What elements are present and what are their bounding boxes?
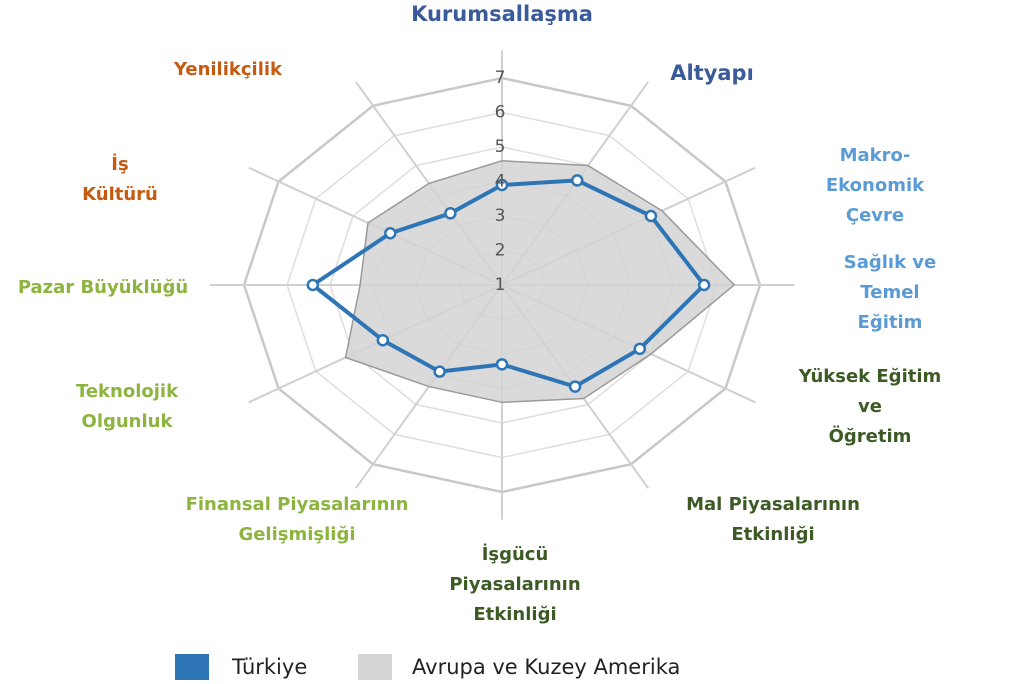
- r-tick-label: 5: [495, 137, 506, 157]
- axis-label: Teknolojik Olgunluk: [75, 381, 179, 432]
- marker: [433, 365, 446, 378]
- marker: [444, 207, 457, 220]
- marker: [633, 342, 647, 356]
- area: [344, 160, 736, 404]
- r-tick-label: 6: [495, 103, 506, 123]
- legend-label: Avrupa ve Kuzey Amerika: [412, 655, 681, 679]
- marker: [571, 174, 584, 187]
- axis-label: Altyapı: [670, 61, 754, 85]
- marker: [384, 227, 397, 240]
- marker: [306, 278, 320, 292]
- axis-label: Makro-Ekonomik Çevre: [825, 145, 925, 226]
- r-tick-label: 7: [495, 68, 506, 88]
- marker: [568, 380, 582, 393]
- legend-swatch: [358, 654, 392, 680]
- axis-label: İşgücü Piyasalarının Etkinliği: [449, 544, 581, 625]
- axis-label: Finansal Piyasalarının Gelişmişliği: [185, 494, 409, 545]
- legend-swatch: [175, 654, 209, 680]
- r-tick-label: 2: [495, 241, 506, 261]
- r-tick-label: 1: [495, 275, 506, 295]
- axis-label: Pazar Büyüklüğü: [17, 277, 189, 298]
- r-tick-label: 4: [495, 172, 506, 192]
- axis-label: Yüksek Eğitim ve Öğretim: [798, 366, 942, 447]
- marker: [495, 358, 509, 371]
- marker: [644, 209, 658, 223]
- axis-label: Sağlık ve Temel Eğitim: [843, 252, 937, 333]
- axis-label: İş Kültürü: [82, 154, 158, 205]
- axis-label: Kurumsallaşma: [411, 2, 593, 26]
- marker: [495, 178, 509, 192]
- legend-label: Türkiye: [232, 655, 308, 679]
- axis-label: Mal Piyasalarının Etkinliği: [686, 494, 860, 545]
- marker: [697, 278, 711, 292]
- axis-label: Yenilikçilik: [173, 59, 283, 80]
- marker: [376, 333, 390, 347]
- r-tick-label: 3: [495, 206, 506, 226]
